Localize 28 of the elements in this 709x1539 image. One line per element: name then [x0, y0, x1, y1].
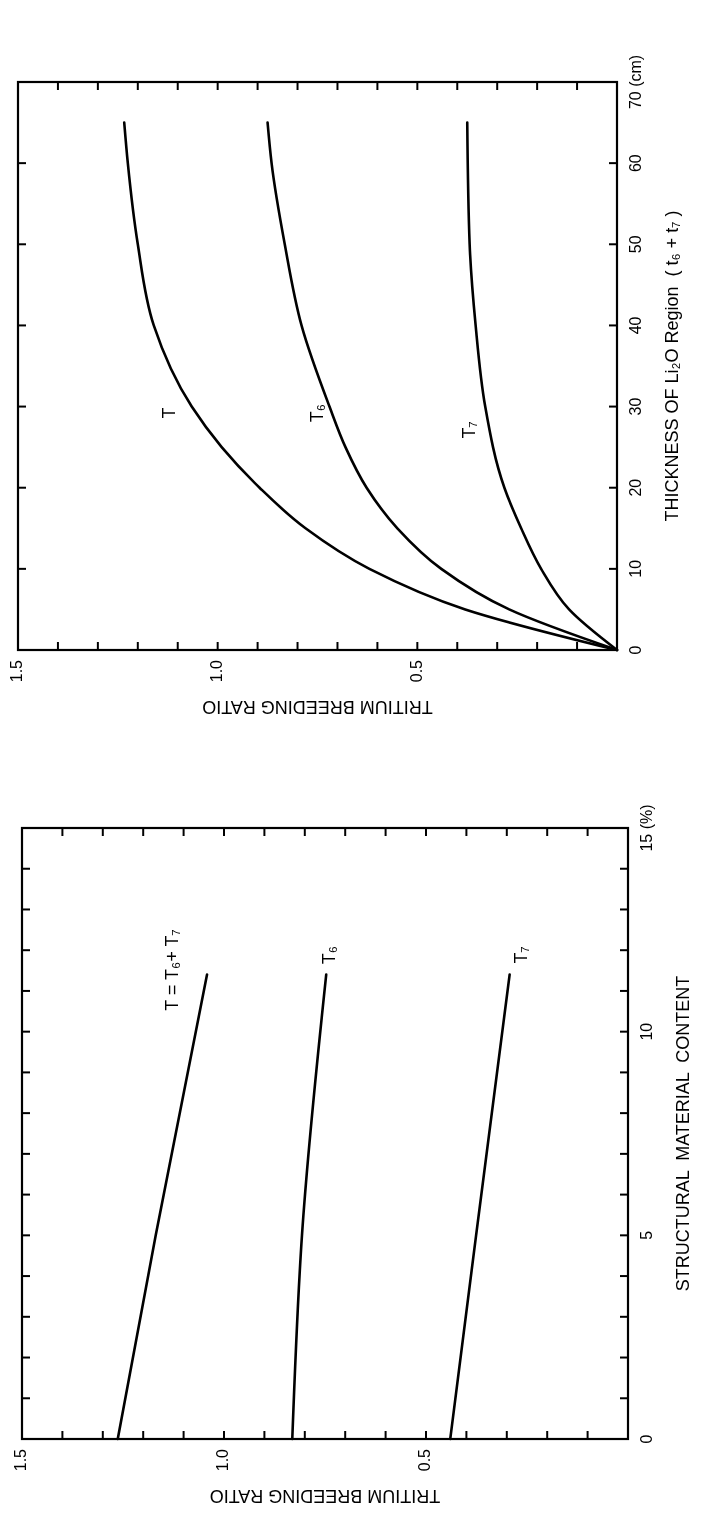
annotation: T₇ [510, 946, 531, 964]
y-tick-label: 10 [638, 1022, 656, 1041]
x-tick-label: 1.0 [214, 1448, 232, 1472]
y-tick-label: 5 [638, 1230, 656, 1240]
y-tick-label: 0 [627, 645, 645, 655]
y-tick-label: 50 [627, 235, 645, 254]
annotation: T₆ [306, 403, 327, 423]
y-tick-label: 10 [627, 559, 645, 578]
y-tick-label: 20 [627, 478, 645, 497]
y-tick-label: 60 [627, 154, 645, 173]
y-tick-label: 0 [638, 1434, 656, 1444]
x-tick-label: 1.5 [8, 659, 26, 683]
annotation: T [158, 407, 179, 419]
y-tick-label: 70 (cm) [627, 54, 645, 110]
x-tick-label: 1.5 [12, 1448, 30, 1472]
x-axis-title: TRITIUM BREEDING RATIO [209, 1486, 441, 1507]
annotation: T₇ [458, 421, 479, 439]
y-tick-label: 15 (%) [638, 804, 656, 852]
x-axis-title: TRITIUM BREEDING RATIO [202, 697, 433, 718]
x-tick-label: 1.0 [207, 659, 225, 683]
y-axis-title: THICKNESS OF Li₂O Region ( t₆ + t₇ ) [661, 210, 682, 522]
x-tick-label: 0.5 [416, 1448, 434, 1472]
x-tick-label: 0.5 [407, 659, 425, 683]
annotation: T = T₆+ T₇ [161, 929, 182, 1011]
y-axis-title: STRUCTURAL MATERIAL CONTENT [672, 975, 693, 1292]
y-tick-label: 40 [627, 316, 645, 335]
annotation: T₆ [318, 945, 339, 965]
y-tick-label: 30 [627, 397, 645, 416]
